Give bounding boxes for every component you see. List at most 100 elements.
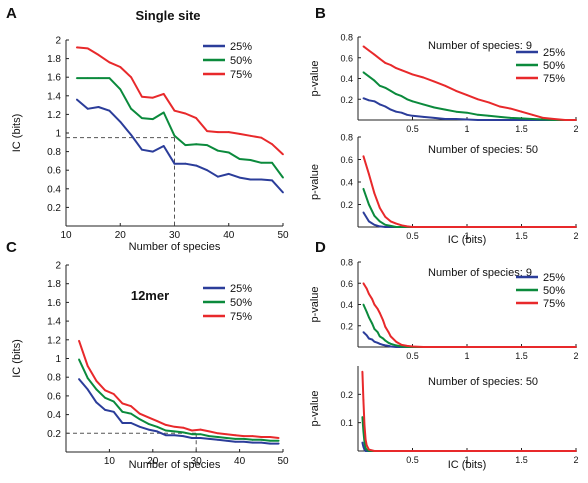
data-point-25pct	[389, 345, 392, 348]
data-point-50pct	[86, 77, 89, 80]
data-point-75pct	[119, 66, 122, 68]
data-point-50pct	[119, 88, 122, 91]
data-point-75pct	[86, 365, 89, 367]
series-line-75pct	[76, 46, 284, 156]
data-point-75pct	[373, 450, 376, 452]
data-point-75pct	[520, 346, 523, 348]
y-axis-label: p-value	[309, 164, 321, 200]
y-tick-label: 0.8	[47, 147, 61, 158]
legend-label: 50%	[230, 55, 252, 67]
data-point-75pct	[227, 131, 230, 133]
data-point-25pct	[104, 409, 106, 411]
y-tick-label: 1.4	[47, 91, 61, 102]
data-point-25pct	[217, 438, 219, 441]
legend-label: 25%	[543, 47, 565, 59]
data-point-75pct	[371, 298, 374, 301]
data-point-75pct	[455, 90, 457, 92]
y-tick-label: 1.8	[47, 279, 61, 290]
data-point-50pct	[373, 328, 376, 330]
x-axis-label: Number of species	[129, 459, 221, 471]
data-point-75pct	[363, 424, 366, 427]
data-point-75pct	[575, 226, 577, 228]
y-tick-label: 1.2	[47, 335, 61, 346]
data-point-25pct	[282, 191, 284, 194]
data-point-75pct	[260, 436, 263, 438]
data-point-25pct	[373, 340, 376, 343]
data-point-50pct	[75, 77, 78, 80]
x-tick-label: 1.5	[515, 231, 528, 241]
data-point-50pct	[395, 93, 398, 95]
series-line-25pct	[76, 98, 284, 194]
data-point-75pct	[130, 405, 133, 408]
data-point-75pct	[378, 206, 381, 209]
x-tick-label: 1	[464, 455, 469, 465]
data-point-75pct	[78, 339, 80, 342]
data-point-25pct	[227, 173, 230, 175]
data-point-25pct	[260, 178, 263, 181]
data-point-50pct	[269, 439, 271, 442]
legend-label: 75%	[230, 311, 252, 323]
data-point-25pct	[509, 119, 512, 121]
data-point-50pct	[509, 117, 512, 119]
data-point-25pct	[466, 118, 468, 121]
data-point-75pct	[395, 222, 398, 225]
data-point-75pct	[365, 287, 368, 290]
data-point-25pct	[520, 119, 523, 121]
x-tick-label: 2	[573, 455, 578, 465]
y-tick-label: 0.2	[47, 429, 61, 440]
x-tick-label: 30	[191, 456, 203, 467]
x-tick-label: 10	[60, 230, 72, 241]
y-tick-label: 0.2	[340, 200, 353, 210]
data-point-50pct	[182, 431, 185, 434]
data-point-75pct	[553, 118, 556, 120]
data-point-50pct	[364, 447, 367, 450]
data-point-75pct	[112, 393, 115, 395]
data-point-75pct	[156, 420, 159, 423]
series-line-25pct	[363, 97, 576, 121]
data-point-50pct	[387, 341, 390, 344]
y-tick-label: 1	[55, 129, 61, 140]
data-point-25pct	[119, 120, 122, 123]
annotation-number-of-species: Number of species: 9	[428, 40, 532, 52]
data-point-75pct	[97, 53, 100, 56]
data-point-50pct	[217, 436, 219, 438]
data-point-25pct	[108, 109, 111, 112]
data-point-25pct	[184, 162, 187, 165]
x-tick-label: 2	[573, 351, 578, 361]
data-point-25pct	[78, 378, 80, 380]
data-point-75pct	[406, 71, 408, 74]
data-point-75pct	[195, 117, 198, 120]
data-point-75pct	[365, 444, 368, 447]
data-point-50pct	[249, 159, 252, 161]
data-point-50pct	[362, 303, 365, 306]
data-point-25pct	[371, 338, 374, 341]
data-point-25pct	[406, 113, 408, 116]
data-point-75pct	[373, 53, 376, 56]
data-point-25pct	[378, 342, 381, 345]
data-point-25pct	[195, 164, 198, 167]
data-point-75pct	[411, 73, 414, 76]
data-point-50pct	[365, 311, 368, 313]
data-point-50pct	[108, 77, 111, 80]
data-point-75pct	[151, 96, 154, 99]
data-point-25pct	[260, 441, 263, 444]
data-point-25pct	[173, 162, 176, 165]
data-point-50pct	[164, 429, 167, 432]
data-point-50pct	[395, 344, 398, 347]
data-point-75pct	[269, 436, 271, 438]
data-point-50pct	[400, 226, 403, 228]
data-point-25pct	[362, 211, 365, 214]
data-point-25pct	[384, 226, 387, 228]
x-axis-label: Number of species	[129, 241, 221, 253]
y-tick-label: 0.8	[340, 258, 353, 268]
data-point-50pct	[411, 100, 414, 103]
data-point-25pct	[455, 118, 457, 120]
data-point-75pct	[225, 433, 228, 436]
legend-label: 50%	[230, 297, 252, 309]
data-point-25pct	[121, 422, 124, 424]
data-point-25pct	[373, 223, 376, 226]
data-point-75pct	[382, 319, 384, 322]
data-point-75pct	[411, 450, 414, 452]
data-point-50pct	[206, 144, 208, 146]
data-point-25pct	[362, 331, 365, 334]
